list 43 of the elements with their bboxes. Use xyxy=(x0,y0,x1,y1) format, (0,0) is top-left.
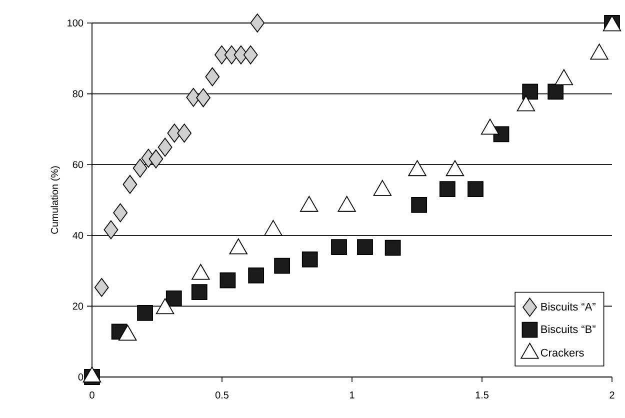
x-tick-label: 0 xyxy=(90,392,94,399)
y-tick-label: 100 xyxy=(68,19,84,27)
point xyxy=(166,290,182,306)
point xyxy=(122,174,138,194)
point xyxy=(384,240,401,256)
point xyxy=(205,67,220,86)
point xyxy=(522,84,538,100)
point xyxy=(137,304,153,321)
y-tick-label: 80 xyxy=(72,90,84,98)
point xyxy=(331,239,347,256)
point xyxy=(220,272,236,288)
point xyxy=(468,181,484,197)
point xyxy=(94,278,109,297)
x-tick-label: 1.5 xyxy=(476,392,489,398)
point xyxy=(250,14,265,32)
point xyxy=(548,84,564,100)
point xyxy=(243,45,258,64)
point xyxy=(274,258,290,274)
point xyxy=(177,124,192,143)
legend-label: Crackers xyxy=(540,348,584,357)
point xyxy=(196,88,210,108)
point xyxy=(104,220,118,240)
point xyxy=(214,45,229,64)
y-tick-label: 40 xyxy=(72,232,84,239)
point xyxy=(158,138,172,157)
point xyxy=(191,284,208,300)
point xyxy=(302,252,318,268)
y-tick-label: 20 xyxy=(72,302,84,310)
x-tick-label: 2 xyxy=(610,392,614,398)
point xyxy=(113,203,128,222)
point xyxy=(132,158,148,178)
point xyxy=(148,149,164,168)
point xyxy=(439,181,456,197)
y-tick-label: 60 xyxy=(72,161,84,168)
y-axis-title: Cumulation (%) xyxy=(50,166,60,234)
point xyxy=(248,267,264,284)
point xyxy=(411,197,428,213)
y-tick-label: 0 xyxy=(78,373,84,381)
x-tick-label: 1 xyxy=(350,392,354,398)
point xyxy=(357,239,373,256)
legend-label: Biscuits “A” xyxy=(541,302,596,311)
legend-label: Biscuits “B” xyxy=(541,325,596,334)
x-tick-label: 0.5 xyxy=(215,392,229,399)
